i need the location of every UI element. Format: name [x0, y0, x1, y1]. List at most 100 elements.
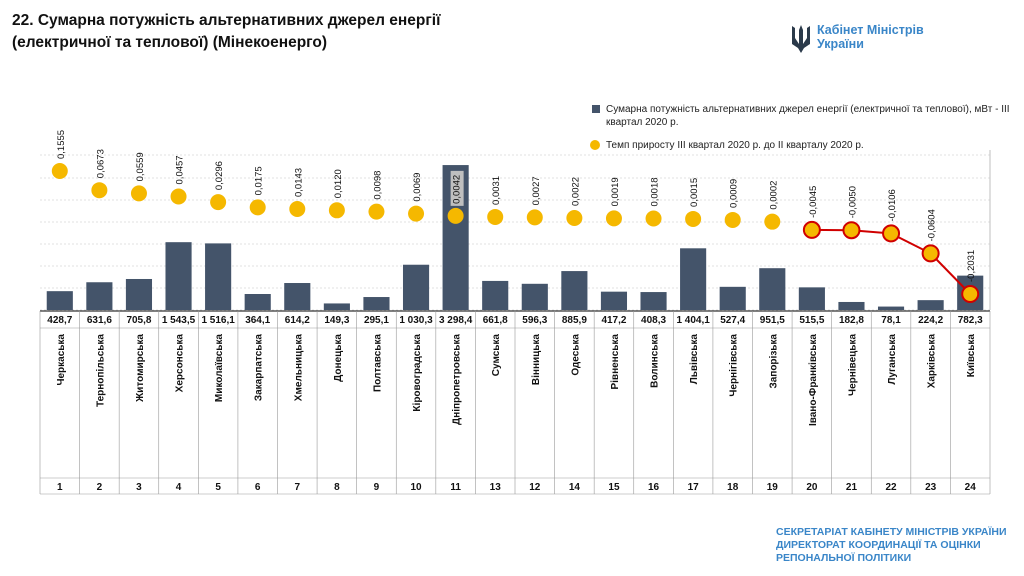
bar — [798, 287, 825, 310]
category-label: Одеська — [570, 334, 581, 376]
bar-value-label: 661,8 — [483, 315, 508, 326]
bar — [521, 283, 548, 310]
rank-label: 17 — [688, 482, 700, 493]
bar-value-label: 3 298,4 — [439, 315, 473, 326]
rate-value-label: -0,0604 — [927, 209, 938, 241]
bar-value-label: 951,5 — [760, 315, 785, 326]
bar-value-label: 364,1 — [245, 315, 270, 326]
footer-organization: СЕКРЕТАРІАТ КАБІНЕТУ МІНІСТРІВ УКРАЇНИ Д… — [776, 526, 1007, 565]
bar-value-label: 515,5 — [799, 315, 824, 326]
bar — [125, 278, 153, 310]
rate-value-label: 0,0018 — [650, 177, 661, 206]
rank-label: 8 — [334, 482, 340, 493]
bar — [838, 301, 865, 310]
page-title: 22. Сумарна потужність альтернативних дж… — [12, 10, 532, 54]
category-label: Кіровоградська — [412, 334, 423, 412]
logo-text: Кабінет Міністрів України — [817, 23, 924, 51]
legend-bar-swatch — [592, 105, 600, 113]
category-label: Полтавська — [372, 334, 383, 392]
rate-point — [368, 203, 385, 220]
rank-label: 2 — [97, 482, 103, 493]
rate-point — [91, 182, 108, 199]
rate-point — [526, 209, 543, 226]
rank-label: 5 — [215, 482, 221, 493]
rate-point — [249, 199, 266, 216]
bar — [323, 303, 350, 310]
rate-point — [921, 244, 940, 263]
rate-value-label: 0,0022 — [570, 177, 581, 206]
rate-value-label: 0,0019 — [610, 177, 621, 206]
rate-value-label: 0,1555 — [56, 130, 67, 159]
legend-item-dot: Темп приросту ІІІ квартал 2020 р. до ІІ … — [590, 139, 1012, 152]
bar-value-label: 1 543,5 — [162, 315, 196, 326]
category-label: Вінницька — [531, 334, 542, 386]
chart-legend: Сумарна потужність альтернативних джерел… — [590, 103, 1012, 162]
rate-value-label: 0,0015 — [689, 178, 700, 207]
footer-line-1: СЕКРЕТАРІАТ КАБІНЕТУ МІНІСТРІВ УКРАЇНИ — [776, 526, 1007, 538]
bar-value-label: 1 516,1 — [201, 315, 235, 326]
rate-point — [961, 285, 980, 303]
rank-label: 10 — [410, 482, 422, 493]
bar-value-label: 182,8 — [839, 315, 864, 326]
bar-value-label: 417,2 — [601, 315, 626, 326]
bar-value-label: 596,3 — [522, 315, 547, 326]
bar — [640, 292, 667, 310]
rate-value-label: -0,2031 — [966, 250, 977, 282]
rate-value-label: 0,0296 — [214, 161, 225, 190]
rate-point — [645, 210, 662, 227]
rank-label: 12 — [529, 482, 541, 493]
rate-value-label: -0,0106 — [887, 189, 898, 221]
rank-label: 18 — [727, 482, 739, 493]
rate-value-label: 0,0098 — [372, 171, 383, 200]
rate-point — [51, 163, 68, 179]
rank-label: 21 — [846, 482, 858, 493]
category-label: Черкаська — [56, 334, 67, 386]
logo-line-2: України — [817, 37, 864, 51]
rate-point — [566, 210, 583, 227]
rank-label: 1 — [57, 482, 63, 493]
rate-value-label: 0,0120 — [333, 169, 344, 198]
bar — [205, 243, 232, 310]
rate-point — [764, 213, 781, 230]
rank-label: 19 — [767, 482, 779, 493]
bar — [363, 297, 390, 310]
rank-label: 3 — [136, 482, 142, 493]
legend-item-bar: Сумарна потужність альтернативних джерел… — [592, 103, 1012, 129]
category-label: Луганська — [887, 334, 898, 385]
footer-line-2: ДИРЕКТОРАТ КООРДИНАЦІЇ ТА ОЦІНКИ — [776, 539, 981, 551]
category-label: Львівська — [689, 334, 700, 385]
category-label: Івано-Франківська — [808, 334, 819, 426]
footer-line-3: РЕПОНАЛЬНОЇ ПОЛІТИКИ — [776, 552, 912, 564]
rate-value-label: 0,0002 — [768, 181, 779, 210]
category-label: Чернігівська — [729, 334, 740, 397]
rate-value-label: 0,0042 — [452, 175, 463, 204]
rank-label: 6 — [255, 482, 261, 493]
legend-dot-label: Темп приросту ІІІ квартал 2020 р. до ІІ … — [606, 140, 864, 151]
title-line-1: 22. Сумарна потужність альтернативних дж… — [12, 12, 441, 29]
bar — [165, 242, 192, 310]
bar — [561, 271, 588, 310]
bar — [482, 280, 509, 310]
rate-point — [685, 210, 702, 227]
bar — [759, 268, 786, 310]
category-label: Дніпропетровська — [452, 334, 463, 425]
rate-value-label: 0,0143 — [293, 168, 304, 197]
rate-point — [408, 205, 425, 222]
rank-label: 13 — [490, 482, 502, 493]
legend-bar-label: Сумарна потужність альтернативних джерел… — [606, 104, 1010, 128]
rank-label: 15 — [608, 482, 620, 493]
rate-point — [882, 224, 901, 243]
rate-point — [130, 185, 147, 202]
logo-line-1: Кабінет Міністрів — [817, 23, 924, 37]
rate-value-label: 0,0175 — [254, 166, 265, 195]
rate-value-label: 0,0031 — [491, 176, 502, 205]
rank-label: 23 — [925, 482, 937, 493]
rate-point — [802, 220, 821, 239]
rate-point — [724, 211, 741, 228]
rate-value-label: 0,0673 — [95, 149, 106, 178]
bar — [877, 306, 905, 310]
bar-value-label: 614,2 — [285, 315, 310, 326]
rate-point — [605, 210, 622, 227]
bar-value-label: 1 404,1 — [676, 315, 710, 326]
